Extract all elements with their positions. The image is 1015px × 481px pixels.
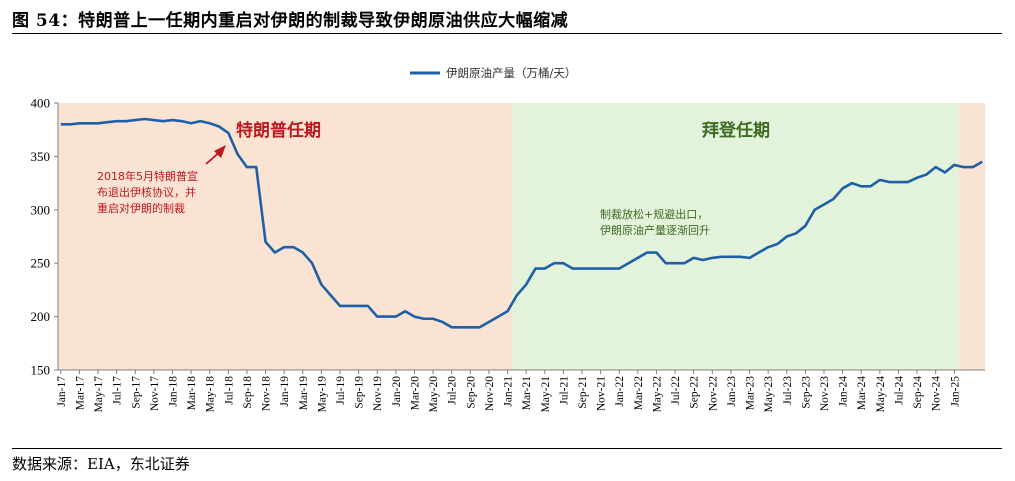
x-tick-label: Mar-23: [745, 376, 757, 411]
period-label-biden: 拜登任期: [702, 120, 770, 141]
x-tick-label: Nov-22: [707, 376, 719, 411]
axes: 150 200 250 300 350 400 Jan-17 Mar-17 May-17 Jul-…: [31, 96, 985, 413]
x-tick-label: May-18: [205, 376, 217, 413]
annotation-trump-line-3: 重启对伊朗的制裁: [97, 201, 185, 215]
band-biden-term: [512, 103, 959, 370]
x-tick-label: Jan-24: [838, 376, 850, 407]
y-tick-label: 300: [31, 202, 51, 217]
y-tick-label: 250: [31, 256, 51, 271]
band-trump-term: [58, 103, 513, 370]
x-tick-label: Sep-20: [465, 376, 477, 409]
x-tick-label: May-24: [875, 376, 887, 413]
x-tick-label: Jul-20: [447, 376, 459, 405]
band-trump-second-term: [958, 103, 985, 370]
x-tick-label: May-23: [763, 376, 775, 413]
x-tick-label: Mar-18: [186, 376, 198, 411]
x-tick-label: Mar-17: [74, 376, 86, 411]
bottom-rule: [12, 448, 1002, 449]
x-tick-label: Nov-17: [149, 376, 161, 411]
period-label-trump: 特朗普任期: [236, 120, 321, 141]
annotation-biden-line-1: 制裁放松+规避出口，: [600, 207, 708, 221]
y-tick-label: 200: [31, 309, 51, 324]
x-tick-label: Mar-22: [633, 376, 645, 411]
x-tick-label: Jan-23: [726, 376, 738, 407]
arrow-head: [214, 145, 226, 158]
annotation-trump-line-2: 布退出伊核协议，并: [97, 185, 196, 199]
x-tick-label: Sep-24: [912, 376, 924, 409]
x-tick-label: Jan-20: [391, 376, 403, 407]
x-tick-label: Jan-18: [167, 376, 179, 407]
x-tick-label: Jan-21: [503, 376, 515, 407]
x-tick-label: Sep-21: [577, 376, 589, 409]
x-tick-label: May-17: [93, 376, 105, 413]
x-tick-label: Mar-24: [856, 376, 868, 411]
y-tick-label: 400: [31, 96, 51, 111]
y-tick-label: 350: [31, 149, 51, 164]
x-tick-label: Nov-24: [931, 376, 943, 411]
top-rule: [12, 33, 1002, 34]
x-tick-label: Jul-23: [782, 376, 794, 405]
x-tick-label: Sep-19: [354, 376, 366, 409]
x-tick-label: Jan-25: [949, 376, 961, 407]
x-tick-label: Jul-24: [893, 376, 905, 405]
annotation-trump-line-1: 2018年5月特朗普宣: [97, 169, 198, 183]
x-tick-label: Mar-20: [409, 376, 421, 411]
annotation-arrow: [205, 145, 226, 165]
annotation-biden-line-2: 伊朗原油产量逐渐回升: [600, 223, 710, 237]
x-tick-label: Sep-17: [130, 376, 142, 409]
x-tick-label: May-21: [540, 376, 552, 413]
x-tick-label: Jul-19: [335, 376, 347, 405]
x-tick-label: Jan-19: [279, 376, 291, 407]
x-tick-label: May-22: [651, 376, 663, 413]
legend: 伊朗原油产量（万桶/天）: [410, 66, 576, 80]
x-tick-label: Nov-20: [484, 376, 496, 411]
x-tick-label: Nov-23: [819, 376, 831, 411]
legend-label: 伊朗原油产量（万桶/天）: [446, 66, 576, 80]
x-tick-label: Jul-17: [112, 376, 124, 405]
x-tick-label: Jan-17: [56, 376, 68, 407]
x-tick-label: Nov-18: [261, 376, 273, 411]
x-tick-label: Sep-18: [242, 376, 254, 409]
period-bands: [58, 103, 985, 370]
x-tick-label: May-19: [316, 376, 328, 413]
x-tick-label: Nov-19: [372, 376, 384, 411]
annotation-biden-recovery: 制裁放松+规避出口， 伊朗原油产量逐渐回升: [600, 207, 710, 237]
x-tick-label: Mar-19: [298, 376, 310, 411]
x-tick-label: Nov-21: [596, 376, 608, 411]
y-tick-label: 150: [31, 363, 51, 378]
series-line-iran-crude-production: [60, 117, 983, 329]
x-tick-label: Mar-21: [521, 376, 533, 411]
x-tick-label: Jul-21: [558, 376, 570, 405]
x-tick-label: Sep-22: [689, 376, 701, 409]
annotation-trump-sanctions: 2018年5月特朗普宣 布退出伊核协议，并 重启对伊朗的制裁: [97, 169, 198, 215]
x-tick-label: Jul-18: [223, 376, 235, 405]
x-tick-label: May-20: [428, 376, 440, 413]
x-tick-label: Sep-23: [800, 376, 812, 409]
figure-title: 图 54：特朗普上一任期内重启对伊朗的制裁导致伊朗原油供应大幅缩减: [12, 11, 569, 31]
x-tick-label: Jan-22: [614, 376, 626, 407]
x-tick-label: Jul-22: [670, 376, 682, 405]
source-note: 数据来源：EIA，东北证券: [12, 455, 190, 473]
